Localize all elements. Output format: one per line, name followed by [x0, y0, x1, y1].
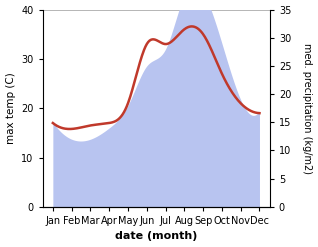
X-axis label: date (month): date (month) [115, 231, 197, 242]
Y-axis label: med. precipitation (kg/m2): med. precipitation (kg/m2) [302, 43, 313, 174]
Y-axis label: max temp (C): max temp (C) [5, 72, 16, 144]
